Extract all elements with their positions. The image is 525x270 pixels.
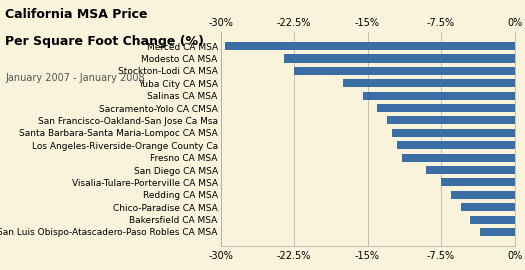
Bar (451, 191, 514, 199)
Bar (426, 166, 514, 174)
Text: January 2007 - January 2008: January 2007 - January 2008 (5, 73, 145, 83)
Text: California MSA Price: California MSA Price (5, 8, 148, 21)
Bar (377, 104, 514, 112)
Bar (392, 129, 514, 137)
Bar (402, 154, 514, 162)
Bar (441, 178, 514, 187)
Bar (480, 228, 514, 236)
Bar (284, 55, 514, 63)
Bar (460, 203, 514, 211)
Bar (470, 215, 514, 224)
Bar (397, 141, 514, 149)
Text: Per Square Foot Change (%): Per Square Foot Change (%) (5, 35, 204, 48)
Bar (225, 42, 514, 50)
Bar (363, 92, 514, 100)
Bar (343, 79, 514, 87)
Bar (387, 116, 514, 124)
Bar (294, 67, 514, 75)
